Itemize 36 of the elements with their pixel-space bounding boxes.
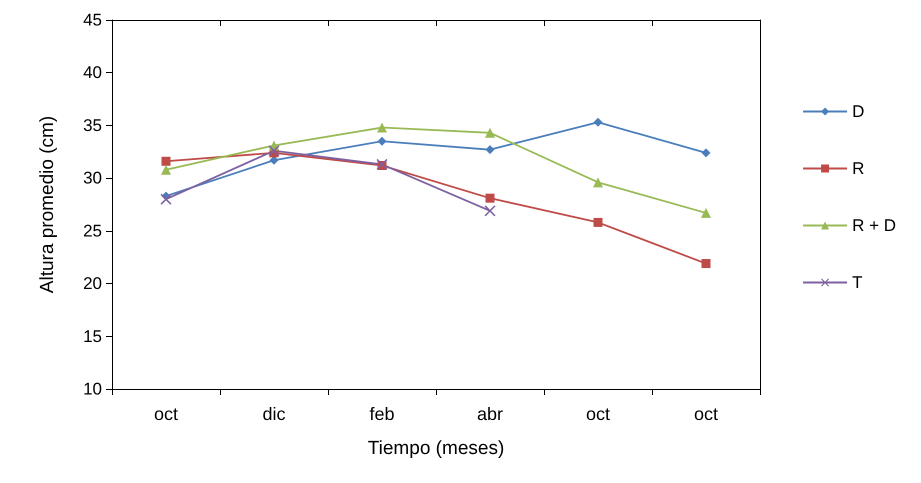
point xyxy=(594,118,602,127)
x-tick-label: feb xyxy=(369,404,395,424)
point xyxy=(378,136,386,146)
y-tick-label: 20 xyxy=(83,274,102,294)
y-tick-label: 30 xyxy=(83,168,102,188)
point xyxy=(268,145,280,156)
point xyxy=(702,259,710,268)
y-tick-label: 40 xyxy=(83,63,102,82)
point xyxy=(160,194,172,205)
legend-label: R xyxy=(852,159,864,178)
point xyxy=(162,156,170,166)
point xyxy=(377,122,387,133)
x-tick-label: oct xyxy=(586,404,610,424)
legend-label: T xyxy=(852,273,862,292)
x-tick-label: abr xyxy=(476,404,504,424)
y-tick-label: 45 xyxy=(83,10,102,30)
y-tick-label: 25 xyxy=(83,221,102,240)
y-tick-label: 35 xyxy=(83,116,102,135)
point xyxy=(702,148,710,158)
point xyxy=(485,128,495,138)
legend-label: R + D xyxy=(852,216,896,235)
point xyxy=(593,177,603,188)
point xyxy=(484,205,496,216)
point xyxy=(701,208,711,218)
x-tick-label: oct xyxy=(694,404,718,424)
point xyxy=(486,194,494,203)
x-axis-title: Tiempo (meses) xyxy=(368,438,504,459)
y-tick-label: 15 xyxy=(83,326,102,346)
y-tick-label: 10 xyxy=(83,380,102,398)
legend-label: D xyxy=(852,102,864,121)
x-tick-label: dic xyxy=(262,404,286,424)
y-axis-title: Altura promedio (cm) xyxy=(37,116,58,294)
x-tick-label: oct xyxy=(154,404,178,424)
point xyxy=(594,218,602,227)
point xyxy=(486,145,494,154)
point xyxy=(161,164,171,175)
